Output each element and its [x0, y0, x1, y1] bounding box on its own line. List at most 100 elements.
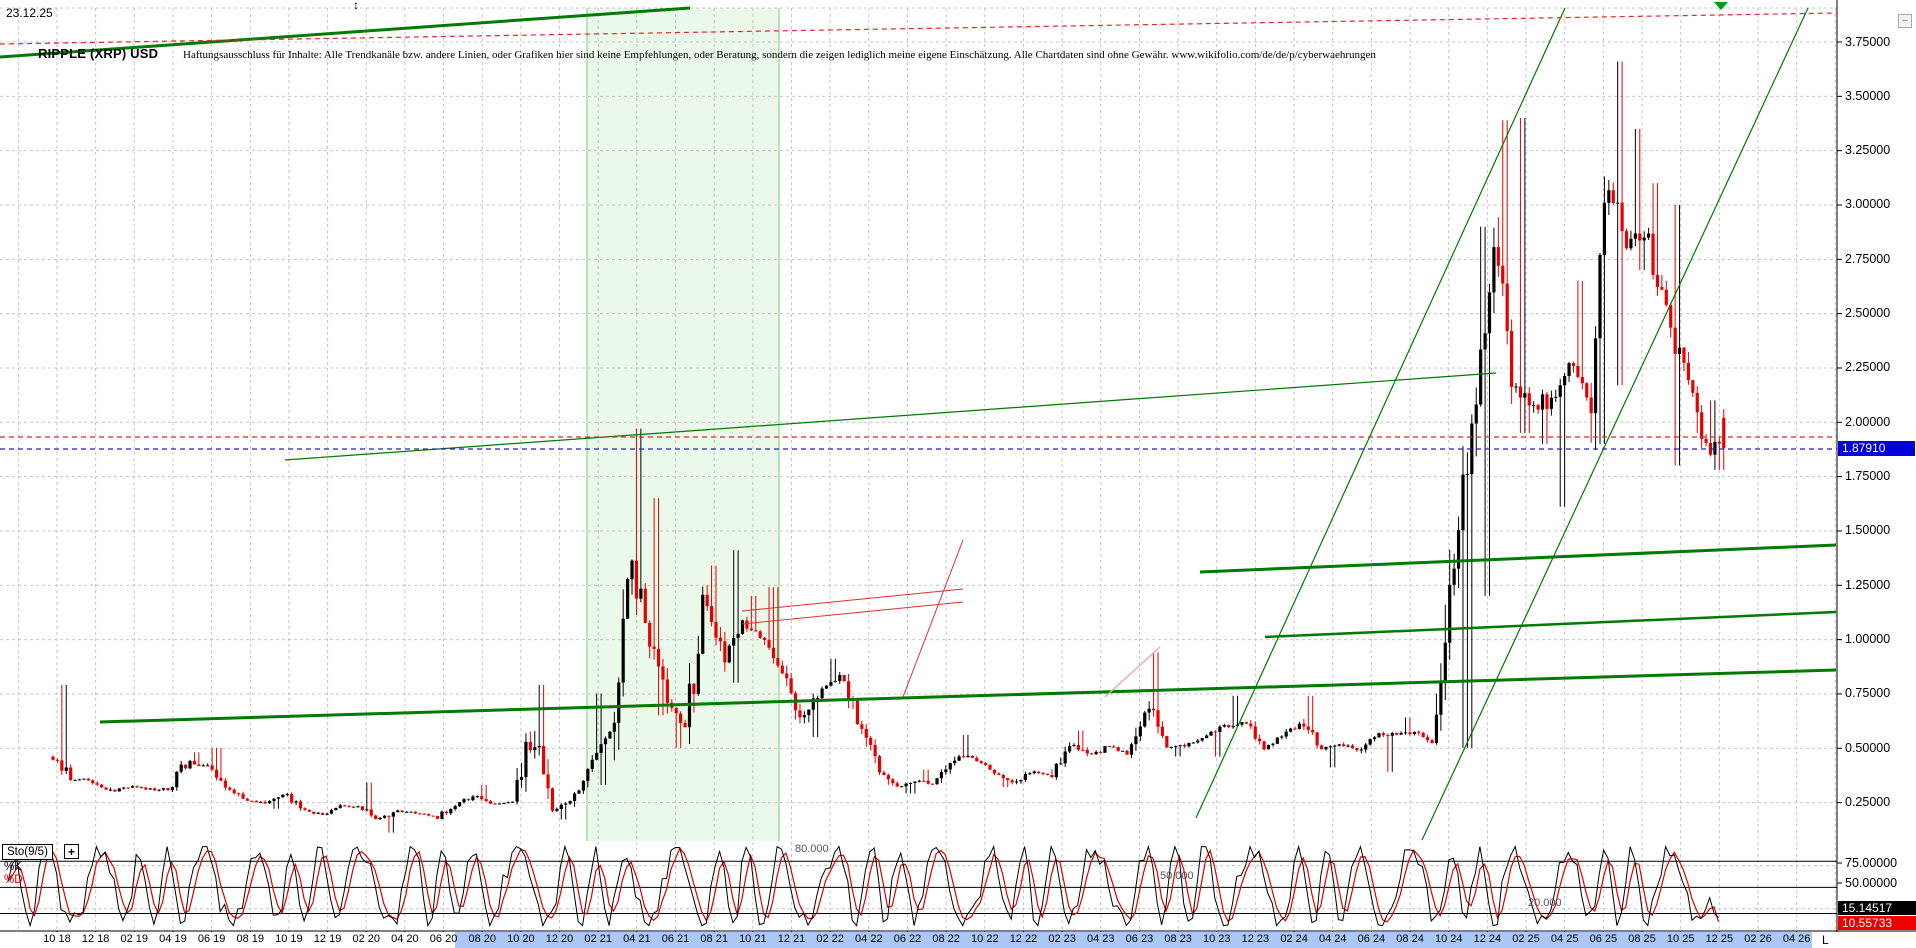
candle-body — [1452, 568, 1456, 585]
date-axis-label: 04 23 — [1087, 933, 1115, 945]
candle-body — [1112, 746, 1116, 748]
candle-body — [1032, 771, 1036, 774]
date-axis-label: 04 24 — [1318, 933, 1347, 945]
candle-body — [493, 803, 497, 805]
candle-body — [1280, 736, 1284, 738]
candle-body — [939, 772, 944, 779]
alert-line[interactable] — [0, 12, 1838, 45]
disclaimer-text: Haftungsausschluss für Inhalte: Alle Tre… — [183, 49, 1376, 61]
candle-body — [1669, 304, 1673, 328]
candle-body — [1479, 349, 1483, 405]
candle-body — [135, 786, 139, 788]
candle-body — [767, 640, 771, 648]
green-trendline[interactable] — [99, 668, 1837, 724]
candle-body — [1598, 254, 1602, 339]
candle-body — [1664, 289, 1668, 305]
oscillator-axis-50: 50.00000 — [1845, 876, 1898, 890]
candle-body — [1006, 778, 1010, 781]
candle-body — [590, 759, 594, 769]
candle-body — [524, 741, 528, 778]
candle-body — [1293, 728, 1297, 730]
candle-body — [811, 698, 815, 710]
candle-body — [926, 780, 930, 784]
green-trendline[interactable] — [1195, 7, 1566, 819]
candle-body — [1567, 363, 1571, 377]
oscillator-axis-75: 75.00000 — [1845, 856, 1898, 870]
indicator-settings-button[interactable]: Sto(9/5) — [2, 844, 53, 860]
oscillator-level-50-label: 50.000 — [1160, 870, 1194, 882]
candle-body — [904, 783, 908, 787]
candle-body — [179, 764, 183, 772]
green-trendline[interactable] — [1264, 610, 1837, 639]
candle-body — [1081, 749, 1085, 751]
candle-body — [1638, 233, 1642, 241]
date-axis-label: 10 18 — [43, 933, 71, 945]
date-axis-label: 02 21 — [584, 933, 612, 945]
candle-body — [1306, 726, 1310, 730]
candle-body — [692, 683, 696, 694]
candle-body — [153, 788, 157, 791]
collapse-axis-button[interactable]: − — [1898, 14, 1912, 28]
date-axis-label: 10 21 — [739, 933, 767, 945]
candle-body — [440, 811, 444, 819]
oscillator-level-80-label: 80.000 — [795, 843, 829, 855]
resize-arrows-icon[interactable]: ↕ — [353, 0, 359, 12]
date-axis-label: 06 22 — [893, 933, 922, 945]
candle-body — [577, 790, 581, 794]
price-axis-label: 3.25000 — [1845, 143, 1891, 158]
candle-body — [913, 781, 917, 783]
candle-body — [1218, 726, 1222, 733]
candle-body — [484, 799, 488, 802]
candle-body — [829, 682, 833, 686]
date-axis-label: 04 22 — [855, 933, 883, 945]
date-axis-selection[interactable] — [455, 932, 1812, 948]
candle-body — [533, 747, 537, 751]
red-trendline[interactable] — [741, 601, 964, 625]
date-axis-label: 10 20 — [507, 933, 535, 945]
candle-body — [643, 588, 647, 623]
candle-body — [113, 789, 117, 792]
candle-body — [652, 646, 656, 649]
candle-body — [1037, 771, 1041, 774]
candle-body — [1563, 376, 1567, 386]
candle-body — [1346, 745, 1350, 747]
candle-body — [617, 682, 621, 723]
candle-body — [144, 787, 148, 790]
candle-body — [1673, 327, 1677, 354]
red-trendline[interactable] — [741, 588, 964, 612]
candle-body — [736, 633, 740, 638]
date-axis-label: 06 24 — [1357, 933, 1386, 945]
candle-body — [462, 799, 466, 803]
candle-body — [281, 794, 285, 798]
candle-body — [842, 675, 846, 682]
candle-body — [1421, 732, 1425, 738]
candle-body — [599, 744, 603, 753]
red-trendline[interactable] — [902, 539, 964, 698]
candle-body — [108, 789, 113, 791]
symbol-title: RIPPLE (XRP) USD — [38, 46, 159, 61]
candle-body — [382, 815, 387, 818]
candle-body — [780, 665, 784, 674]
green-trendline[interactable] — [1421, 7, 1809, 841]
stochastic-d-line — [7, 847, 1720, 923]
candle-body — [1315, 732, 1319, 746]
candle-body — [612, 722, 616, 732]
candle-body — [1448, 584, 1452, 643]
candle-body — [1116, 747, 1120, 751]
add-indicator-button[interactable]: + — [64, 844, 79, 859]
green-trendline[interactable] — [1199, 543, 1837, 574]
green-trendline[interactable] — [284, 372, 1497, 461]
candle-body — [970, 756, 974, 758]
candle-body — [869, 737, 873, 745]
candle-body — [1213, 731, 1218, 733]
candle-body — [1700, 412, 1704, 439]
candle-body — [1483, 333, 1487, 350]
candle-body — [997, 773, 1001, 775]
date-axis-label: 08 19 — [236, 933, 265, 945]
green-trendline[interactable] — [0, 6, 691, 59]
candle-body — [1165, 735, 1169, 748]
red-trendline[interactable] — [1104, 646, 1161, 698]
candle-body — [1430, 740, 1434, 743]
candle-body — [1501, 265, 1505, 284]
